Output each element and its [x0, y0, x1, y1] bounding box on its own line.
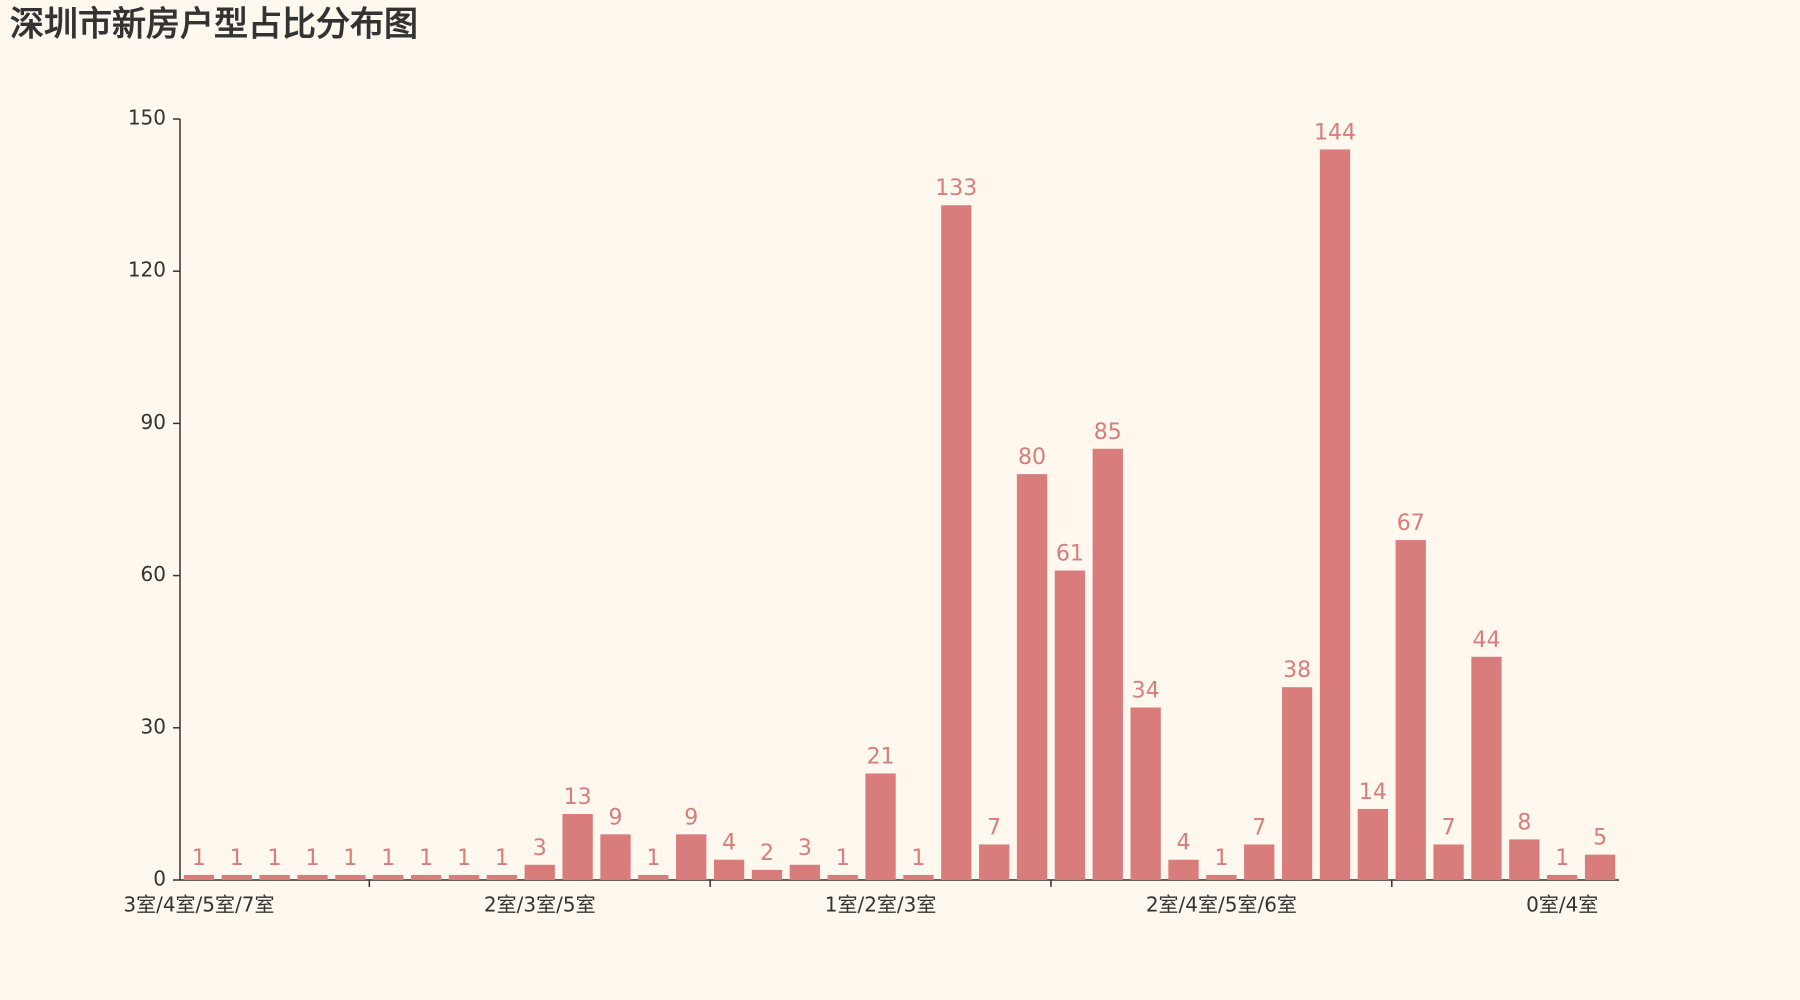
- value-label: 13: [564, 785, 592, 810]
- bar: [713, 859, 745, 880]
- bar: [1509, 839, 1540, 880]
- value-label: 1: [268, 846, 282, 871]
- x-tick-label: 2室/4室/5室/6室: [1146, 893, 1297, 917]
- value-label: 80: [1018, 445, 1046, 470]
- bar: [1584, 854, 1616, 880]
- bar: [183, 874, 215, 880]
- value-label: 7: [987, 815, 1001, 840]
- x-tick-label: 2室/3室/5室: [484, 893, 596, 917]
- bar: [1547, 874, 1578, 880]
- bar: [448, 874, 480, 880]
- value-label: 1: [1214, 846, 1228, 871]
- value-label: 3: [533, 836, 547, 861]
- bar: [941, 205, 972, 880]
- value-label: 4: [1177, 831, 1191, 856]
- value-label: 1: [381, 846, 395, 871]
- bar: [1244, 844, 1275, 880]
- bar: [979, 844, 1010, 880]
- y-tick-label: 90: [141, 410, 166, 434]
- value-label: 7: [1252, 815, 1266, 840]
- bar: [221, 874, 252, 880]
- value-label: 1: [306, 846, 320, 871]
- bar: [638, 874, 669, 880]
- y-tick-label: 150: [128, 106, 166, 130]
- value-label: 1: [343, 846, 357, 871]
- bar: [1357, 808, 1389, 880]
- value-label: 9: [608, 805, 622, 830]
- bar: [789, 864, 820, 880]
- value-label: 7: [1442, 815, 1456, 840]
- y-tick-label: 30: [141, 714, 166, 738]
- bar: [1395, 540, 1426, 880]
- value-label: 1: [836, 846, 850, 871]
- value-label: 8: [1517, 810, 1531, 835]
- value-label: 9: [684, 805, 698, 830]
- bar: [1433, 844, 1464, 880]
- value-label: 1: [192, 846, 206, 871]
- value-label: 61: [1056, 542, 1084, 567]
- bar: [1206, 874, 1237, 880]
- bar: [486, 874, 518, 880]
- bar: [1471, 656, 1502, 880]
- value-label: 14: [1359, 780, 1387, 805]
- value-label: 1: [457, 846, 471, 871]
- bar: [297, 874, 328, 880]
- bar: [259, 874, 290, 880]
- bar: [1016, 474, 1048, 880]
- y-tick-label: 60: [141, 562, 166, 586]
- bar: [562, 814, 593, 880]
- value-label: 1: [419, 846, 433, 871]
- value-label: 1: [495, 846, 509, 871]
- value-label: 144: [1314, 120, 1356, 145]
- bar: [600, 834, 631, 880]
- bar: [524, 864, 555, 880]
- bar: [1130, 707, 1161, 880]
- value-label: 1: [230, 846, 244, 871]
- value-label: 34: [1132, 679, 1160, 704]
- value-label: 2: [760, 841, 774, 866]
- bar: [410, 874, 442, 880]
- bar: [1054, 570, 1086, 880]
- value-label: 44: [1472, 628, 1500, 653]
- value-label: 85: [1094, 420, 1122, 445]
- value-label: 1: [911, 846, 925, 871]
- x-tick-label: 3室/4室/5室/7室: [123, 893, 274, 917]
- bar: [373, 874, 404, 880]
- bar: [751, 869, 783, 880]
- y-tick-label: 0: [153, 867, 166, 891]
- value-label: 133: [935, 176, 977, 201]
- value-label: 1: [1555, 846, 1569, 871]
- x-tick-label: 0室/4室: [1526, 893, 1598, 917]
- y-tick-label: 120: [128, 258, 166, 282]
- value-label: 1: [646, 846, 660, 871]
- value-label: 38: [1283, 658, 1311, 683]
- bar: [827, 874, 858, 880]
- bar: [335, 874, 366, 880]
- bar: [903, 874, 934, 880]
- bar: [1281, 687, 1313, 880]
- value-label: 3: [798, 836, 812, 861]
- chart-title: 深圳市新房户型占比分布图: [10, 5, 418, 45]
- bar: [865, 773, 896, 880]
- value-label: 67: [1397, 511, 1425, 536]
- bar: [1319, 149, 1351, 880]
- bar: [1092, 448, 1123, 880]
- value-label: 4: [722, 831, 736, 856]
- value-label: 21: [867, 744, 895, 769]
- bar: [676, 834, 707, 880]
- bar: [1168, 859, 1199, 880]
- x-tick-label: 1室/2室/3室: [825, 893, 937, 917]
- value-label: 5: [1593, 826, 1607, 851]
